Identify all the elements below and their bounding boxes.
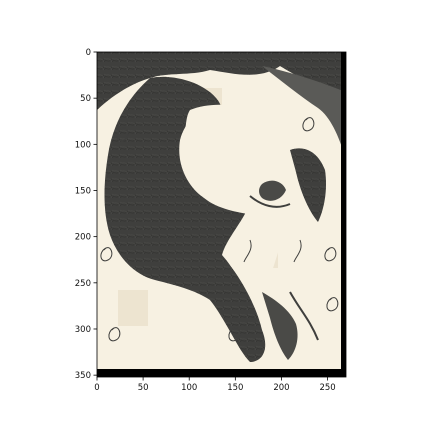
right-black-bar <box>341 52 346 377</box>
bottom-black-bar <box>97 369 346 377</box>
x-tick-label: 150 <box>227 383 243 393</box>
y-tick-label: 150 <box>75 186 91 196</box>
scribbles <box>100 117 339 342</box>
y-tick-label: 250 <box>75 279 91 289</box>
y-tick-label: 350 <box>75 371 91 381</box>
y-tick-label: 300 <box>75 325 91 335</box>
x-tick-label: 200 <box>273 383 289 393</box>
chin-shadow <box>262 292 298 360</box>
neck-line <box>289 291 319 341</box>
face-region <box>182 104 293 287</box>
hair-left-texture <box>104 76 266 362</box>
x-tick-label: 250 <box>319 383 335 393</box>
y-tick-label: 100 <box>75 140 91 150</box>
y-axis: 0 50 100 150 200 250 300 350 <box>75 48 97 381</box>
y-tick-label: 200 <box>75 233 91 243</box>
x-tick-label: 0 <box>94 383 99 393</box>
y-tick-label: 0 <box>86 48 91 58</box>
y-tick-label: 50 <box>80 94 91 104</box>
x-axis: 0 50 100 150 200 250 <box>94 377 336 393</box>
image-content <box>97 52 346 377</box>
axes-frame <box>96 51 347 378</box>
hair-right-texture <box>290 148 327 222</box>
eye-lid <box>249 195 291 208</box>
paper-patch <box>118 290 148 326</box>
x-tick-label: 100 <box>181 383 197 393</box>
hair-top-texture <box>97 52 346 110</box>
hair-top-right <box>262 66 346 160</box>
eye <box>259 180 286 201</box>
x-tick-label: 50 <box>138 383 149 393</box>
